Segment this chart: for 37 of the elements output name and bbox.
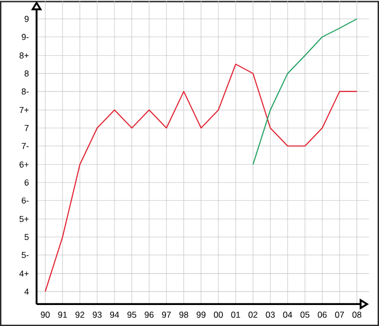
x-tick-label: 93 <box>92 312 102 318</box>
x-tick-label: 97 <box>162 312 171 318</box>
x-tick-label: 02 <box>248 312 258 318</box>
y-tick-label: 4 <box>24 288 29 295</box>
line-series <box>44 64 358 292</box>
x-tick-label: 07 <box>335 312 344 318</box>
x-tick-label: 99 <box>196 312 206 318</box>
x-tick-label: 04 <box>283 312 292 318</box>
y-tick-label: 5- <box>22 252 29 258</box>
y-tick-label: 8+ <box>20 52 29 58</box>
y-tick-label: 6- <box>22 197 29 204</box>
line-series <box>252 18 358 166</box>
x-tick-label: 08 <box>352 312 362 318</box>
y-tick-label: 6+ <box>20 161 29 168</box>
y-tick-label: 9- <box>22 34 29 40</box>
y-tick-label: 5 <box>24 234 29 240</box>
y-tick-label: 7- <box>22 142 29 149</box>
y-tick-label: 9 <box>24 16 29 22</box>
x-tick-label: 91 <box>58 312 67 318</box>
x-tick-label: 00 <box>214 312 223 318</box>
x-tick-label: 05 <box>300 312 310 318</box>
x-tick-label: 90 <box>40 312 50 318</box>
x-tick-label: 92 <box>75 312 84 318</box>
y-tick-label: 5+ <box>20 216 29 222</box>
y-tick-label: 7+ <box>20 107 29 113</box>
x-tick-label: 98 <box>179 312 188 318</box>
x-tick-label: 03 <box>266 312 275 318</box>
y-tick-label: 8- <box>22 88 29 94</box>
y-tick-label: 6 <box>24 179 29 186</box>
x-tick-label: 06 <box>318 312 327 318</box>
y-tick-label: 8 <box>24 70 29 76</box>
x-tick-label: 95 <box>127 312 136 318</box>
x-tick-label: 94 <box>110 312 120 318</box>
y-tick-label: 7 <box>24 124 29 131</box>
y-tick-label: 4+ <box>19 270 29 277</box>
x-tick-label: 01 <box>231 312 240 318</box>
x-tick-label: 96 <box>144 312 154 318</box>
